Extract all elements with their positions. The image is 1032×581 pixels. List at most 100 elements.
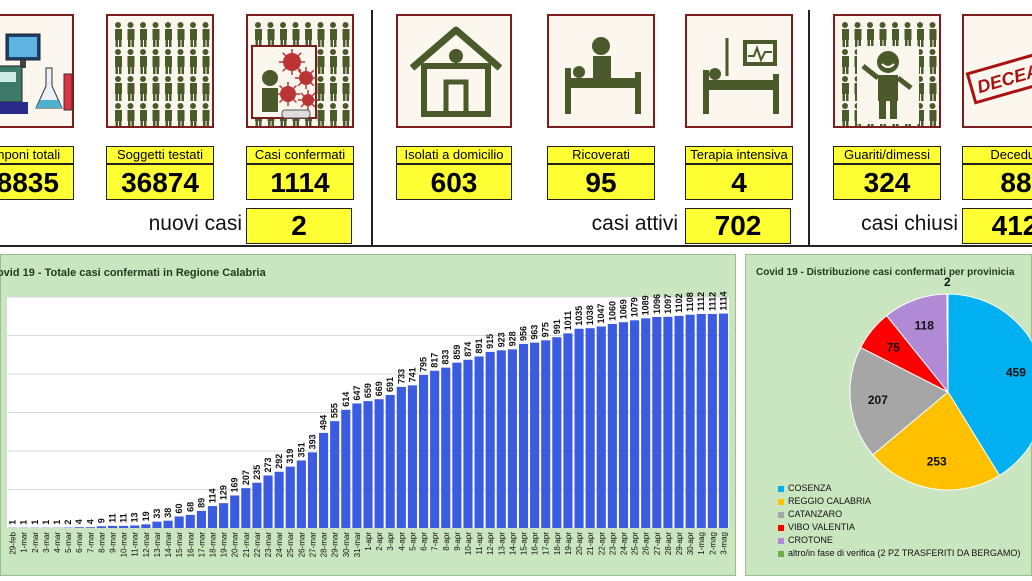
bar [485,351,495,528]
pie-data-label: 75 [887,340,901,354]
bar-data-label: 4 [85,519,95,524]
bar [119,525,129,528]
x-tick-label: 9-apr [453,532,462,551]
person-icon [330,49,337,74]
bar [663,316,673,528]
pie-legend: COSENZA REGGIO CALABRIA CATANZARO VIBO VALE… [778,482,1020,560]
bar-data-label: 991 [552,319,562,334]
bar-data-label: 555 [330,403,340,418]
label-soggetti: Soggetti testati [106,146,214,164]
bar-data-label: 235 [252,465,262,480]
bar [641,318,651,528]
bar [452,362,462,528]
legend-item: altro/in fase di verifica (2 PZ TRASFERI… [778,547,1020,560]
bar [618,322,629,528]
bar-data-label: 1 [8,520,18,525]
x-tick-label: 15-apr [520,532,529,555]
x-tick-label: 25-mar [286,532,295,558]
value-terapia: 4 [685,164,793,200]
bar-chart: 129-feb11-mar12-mar13-mar14-mar25-mar46-… [7,292,729,558]
bar [163,520,173,528]
x-tick-label: 15-mar [175,532,184,558]
bar [463,359,473,528]
person-icon [330,22,337,47]
kpi-panel: Tamponi totali 38835 Soggetti testati 36… [0,0,1032,248]
pie-chart-panel: Covid 19 - Distribuzione casi confermati… [745,254,1032,576]
x-tick-label: 16-apr [531,532,540,555]
person-icon [842,103,849,126]
x-tick-label: 31-mar [353,532,362,558]
x-tick-label: 23-apr [608,532,617,555]
bar-data-label: 89 [196,498,206,508]
bar [341,409,351,528]
bar [230,495,240,528]
legend-label: CROTONE [788,535,833,545]
person-icon [140,103,147,126]
legend-swatch [778,537,784,544]
bar [630,320,640,528]
bar [707,313,717,528]
bar [74,527,84,528]
bar [174,516,184,528]
divider [808,10,810,246]
bar [496,350,506,528]
person-icon [190,49,197,74]
bar-data-label: 928 [507,331,517,346]
x-tick-label: 30-apr [686,532,695,555]
bar [430,370,440,528]
bar [85,527,95,528]
x-tick-label: 1-mar [20,532,29,553]
bar [107,525,118,528]
x-tick-label: 10-mar [120,532,129,558]
bar-data-label: 292 [274,454,284,469]
bar-data-label: 833 [441,350,451,365]
pie-chart-title: Covid 19 - Distribuzione casi confermati… [756,267,1015,278]
bar [674,315,684,528]
person-icon [152,76,160,101]
person-icon [177,49,185,74]
x-tick-label: 26-mar [297,532,306,558]
value-tamponi: 38835 [0,164,74,200]
bar-data-label: 874 [463,342,473,357]
person-icon [165,49,172,74]
casi-chiusi-label: casi chiusi [861,212,958,235]
bar-data-label: 1079 [630,297,640,317]
x-tick-label: 5-mar [64,532,73,553]
person-icon [177,22,185,47]
bar-data-label: 319 [285,449,295,464]
legend-label: VIBO VALENTIA [788,522,855,532]
x-tick-label: 3-mar [42,532,51,553]
x-tick-label: 1-apr [364,532,373,551]
bar-data-label: 1035 [574,306,584,326]
x-tick-label: 21-apr [586,532,595,555]
legend-item: CROTONE [778,534,1020,547]
bar-data-label: 915 [485,334,495,349]
person-icon [177,103,185,126]
bar-data-label: 659 [363,383,373,398]
bar-data-label: 733 [396,369,406,384]
x-tick-label: 25-apr [631,532,640,555]
person-icon [177,76,185,101]
pie-slice [872,391,1001,491]
x-tick-label: 27-mar [308,532,317,558]
person-icon [305,22,312,47]
lab-equipment-icon [0,14,74,128]
bar-data-label: 891 [474,338,484,353]
bar-data-label: 207 [241,470,251,485]
value-isolati: 603 [396,164,512,200]
bar [196,510,206,528]
person-icon [342,22,350,47]
person-icon [879,22,887,47]
legend-label: COSENZA [788,483,832,493]
bar-data-label: 1089 [641,295,651,315]
bar-data-label: 68 [185,502,195,512]
bar [396,386,406,528]
x-tick-label: 1-mag [697,532,706,555]
deceased-stamp-icon: DECEASED [962,14,1032,128]
x-tick-label: 4-mar [53,532,62,553]
legend-swatch [778,498,784,505]
bar [418,374,429,528]
bar [563,333,573,528]
bar-data-label: 1047 [596,303,606,323]
x-tick-label: 12-apr [486,532,495,555]
